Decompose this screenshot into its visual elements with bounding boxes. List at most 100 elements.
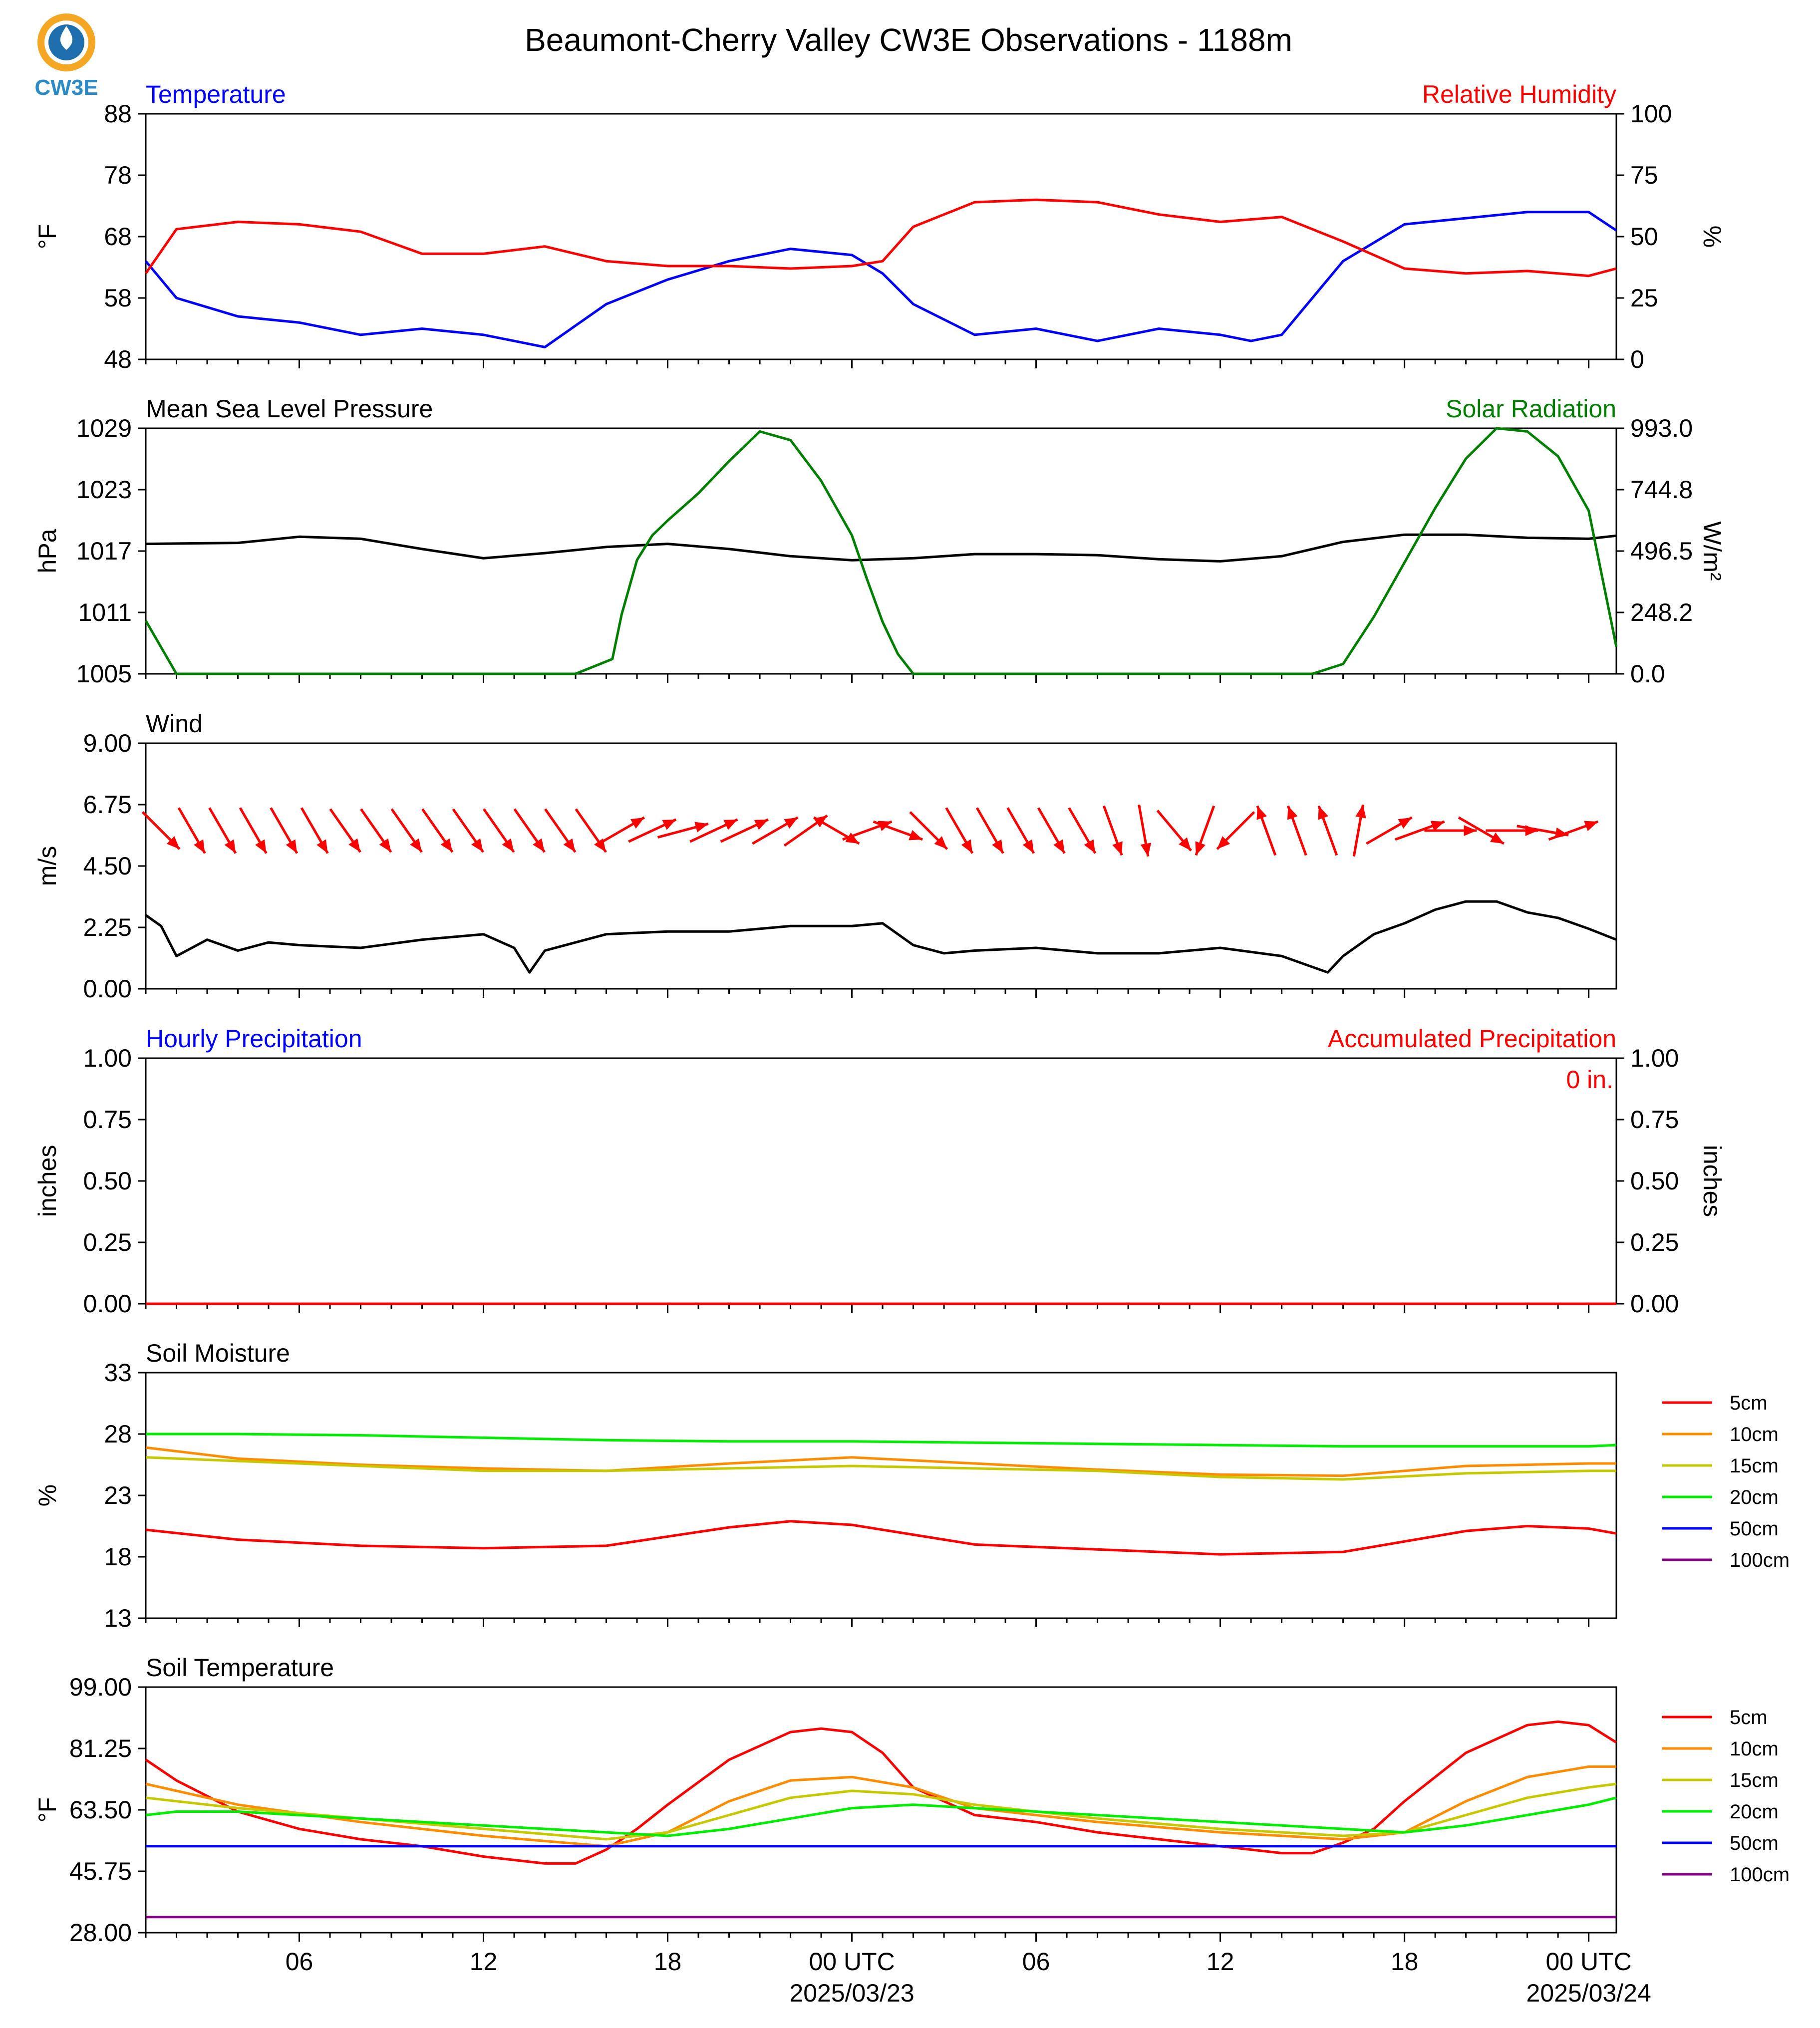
wind-arrow-head bbox=[909, 830, 923, 841]
wind-arrow-head bbox=[348, 838, 360, 853]
legend-label: 100cm bbox=[1730, 1549, 1790, 1571]
wind-arrow-head bbox=[845, 832, 860, 844]
panel-0: 48 58 68 78 88 0 25 50 75 100 Temperature Relative … bbox=[33, 80, 1726, 373]
y-tick-label-left: 1017 bbox=[76, 537, 132, 565]
wind-arrow-head bbox=[1112, 841, 1123, 856]
y-axis-label-left: hPa bbox=[33, 529, 61, 573]
y-tick-label-left: 1005 bbox=[76, 660, 132, 688]
y-tick-label-right: 993.0 bbox=[1630, 414, 1693, 442]
y-tick-label-right: 100 bbox=[1630, 100, 1672, 128]
y-tick-label-right: 496.5 bbox=[1630, 537, 1693, 565]
wind-arrow-head bbox=[563, 838, 576, 853]
y-axis-label-left: °F bbox=[33, 1797, 61, 1823]
y-tick-label-right: 0.0 bbox=[1630, 660, 1665, 688]
y-tick-label-left: 28.00 bbox=[69, 1919, 132, 1947]
y-tick-label-left: 28 bbox=[104, 1420, 132, 1448]
wind-arrow-head bbox=[1053, 839, 1065, 854]
y-tick-label-right: 0 bbox=[1630, 345, 1644, 373]
precip-total-label: 0 in. bbox=[1566, 1066, 1613, 1094]
panel-title-left: Temperature bbox=[146, 80, 286, 108]
wind-arrow-head bbox=[533, 838, 545, 853]
y-axis-label-left: m/s bbox=[33, 846, 61, 886]
legend-label: 5cm bbox=[1730, 1392, 1768, 1414]
wind-arrow-head bbox=[1464, 825, 1477, 836]
wind-arrow-head bbox=[1318, 806, 1328, 820]
y-tick-label-left: 2.25 bbox=[83, 913, 132, 941]
y-axis-label-left: °F bbox=[33, 224, 61, 250]
x-tick-label: 12 bbox=[1207, 1948, 1234, 1976]
wind-arrow-head bbox=[440, 838, 453, 853]
wind-arrow-head bbox=[754, 819, 768, 830]
wind-arrow-head bbox=[471, 838, 483, 853]
y-axis-label-right: % bbox=[1698, 226, 1726, 248]
legend-label: 50cm bbox=[1730, 1832, 1779, 1854]
plot-frame bbox=[145, 742, 1617, 990]
series-line-0 bbox=[145, 211, 1617, 348]
y-axis-label-left: % bbox=[33, 1484, 61, 1506]
wind-arrow-head bbox=[502, 838, 514, 853]
y-tick-label-left: 99.00 bbox=[69, 1673, 132, 1701]
y-tick-label-left: 63.50 bbox=[69, 1796, 132, 1824]
series-line-0 bbox=[145, 533, 1617, 563]
y-tick-label-left: 1011 bbox=[78, 598, 132, 626]
y-tick-label-right: 1.00 bbox=[1630, 1044, 1679, 1072]
y-tick-label-right: 0.00 bbox=[1630, 1290, 1679, 1318]
y-tick-label-left: 6.75 bbox=[83, 791, 132, 819]
x-axis: 06 12 18 00 UTC 06 12 18 00 UTC 2025/03/23 2025/0… bbox=[286, 1948, 1651, 2007]
x-date-label: 2025/03/24 bbox=[1526, 1979, 1651, 2007]
wind-arrow-head bbox=[1179, 837, 1192, 851]
y-tick-label-left: 18 bbox=[104, 1543, 132, 1571]
wind-arrow-head bbox=[934, 836, 947, 850]
series-line-15cm bbox=[145, 1782, 1617, 1841]
series-line-10cm bbox=[145, 1765, 1616, 1848]
plot-frame bbox=[145, 1057, 1617, 1305]
legend-label: 100cm bbox=[1730, 1864, 1790, 1886]
y-tick-label-left: 48 bbox=[104, 345, 132, 373]
y-tick-label-left: 0.00 bbox=[83, 1290, 132, 1318]
legend-label: 20cm bbox=[1730, 1801, 1779, 1823]
panel-title-left: Soil Moisture bbox=[146, 1339, 290, 1367]
y-tick-label-left: 0.25 bbox=[83, 1228, 132, 1256]
wind-arrow-head bbox=[723, 819, 738, 830]
wind-arrow-head bbox=[410, 838, 422, 853]
series-line-1 bbox=[144, 198, 1617, 278]
wind-arrow-head bbox=[1430, 821, 1445, 832]
panel-title-right: Accumulated Precipitation bbox=[1328, 1025, 1616, 1053]
y-tick-label-right: 0.50 bbox=[1630, 1167, 1679, 1195]
x-tick-label: 06 bbox=[1022, 1948, 1050, 1976]
y-tick-label-left: 9.00 bbox=[83, 729, 132, 757]
wind-arrow-head bbox=[1256, 806, 1267, 820]
series-line-0 bbox=[145, 900, 1617, 974]
y-tick-label-left: 0.00 bbox=[83, 975, 132, 1003]
x-tick-label: 12 bbox=[470, 1948, 498, 1976]
wind-arrow-head bbox=[1355, 805, 1366, 819]
series-line-1 bbox=[144, 427, 1618, 675]
wind-arrow-head bbox=[961, 839, 973, 854]
legend-label: 10cm bbox=[1730, 1738, 1779, 1760]
wind-arrow-head bbox=[1584, 821, 1598, 832]
wind-arrow-head bbox=[255, 839, 267, 854]
plot-frame bbox=[145, 1686, 1617, 1934]
legend-label: 15cm bbox=[1730, 1455, 1779, 1477]
wind-arrow-head bbox=[1022, 839, 1034, 854]
panel-1: 1005 1011 1017 1023 1029 0.0 248.2 496.5 744.8 99… bbox=[33, 395, 1726, 688]
y-axis-label-left: inches bbox=[33, 1145, 61, 1217]
panel-title-left: Hourly Precipitation bbox=[146, 1025, 362, 1053]
y-tick-label-left: 1023 bbox=[76, 476, 132, 504]
legend-label: 5cm bbox=[1730, 1707, 1768, 1729]
x-tick-label: 00 UTC bbox=[809, 1948, 895, 1976]
panel-title-left: Mean Sea Level Pressure bbox=[146, 395, 433, 423]
legend-label: 10cm bbox=[1730, 1424, 1779, 1446]
legend-label: 20cm bbox=[1730, 1486, 1779, 1508]
x-tick-label: 18 bbox=[654, 1948, 682, 1976]
series-line-15cm bbox=[145, 1456, 1616, 1481]
y-tick-label-left: 78 bbox=[104, 161, 132, 189]
y-tick-label-left: 1029 bbox=[76, 414, 132, 442]
y-tick-label-right: 0.75 bbox=[1630, 1106, 1679, 1134]
chart-title: Beaumont-Cherry Valley CW3E Observations… bbox=[525, 22, 1292, 58]
y-tick-label-right: 248.2 bbox=[1630, 598, 1693, 626]
wind-arrow-head bbox=[1084, 839, 1096, 854]
y-tick-label-left: 58 bbox=[104, 284, 132, 312]
y-axis-label-right: W/m² bbox=[1698, 521, 1726, 580]
y-tick-label-right: 75 bbox=[1630, 161, 1658, 189]
